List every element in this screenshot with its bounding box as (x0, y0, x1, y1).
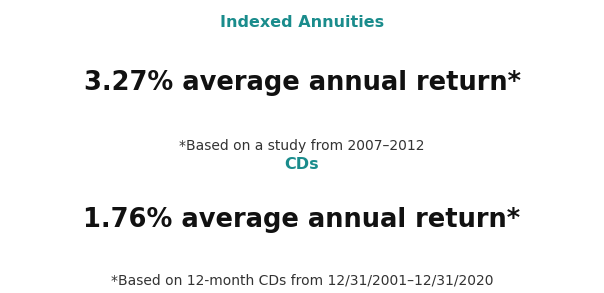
Text: *Based on 12-month CDs from 12/31/2001–12/31/2020: *Based on 12-month CDs from 12/31/2001–1… (111, 274, 493, 288)
Text: *Based on a study from 2007–2012: *Based on a study from 2007–2012 (179, 139, 425, 153)
Text: 3.27% average annual return*: 3.27% average annual return* (83, 70, 521, 96)
Text: 1.76% average annual return*: 1.76% average annual return* (83, 207, 521, 233)
Text: Indexed Annuities: Indexed Annuities (220, 15, 384, 30)
Text: CDs: CDs (284, 157, 320, 172)
